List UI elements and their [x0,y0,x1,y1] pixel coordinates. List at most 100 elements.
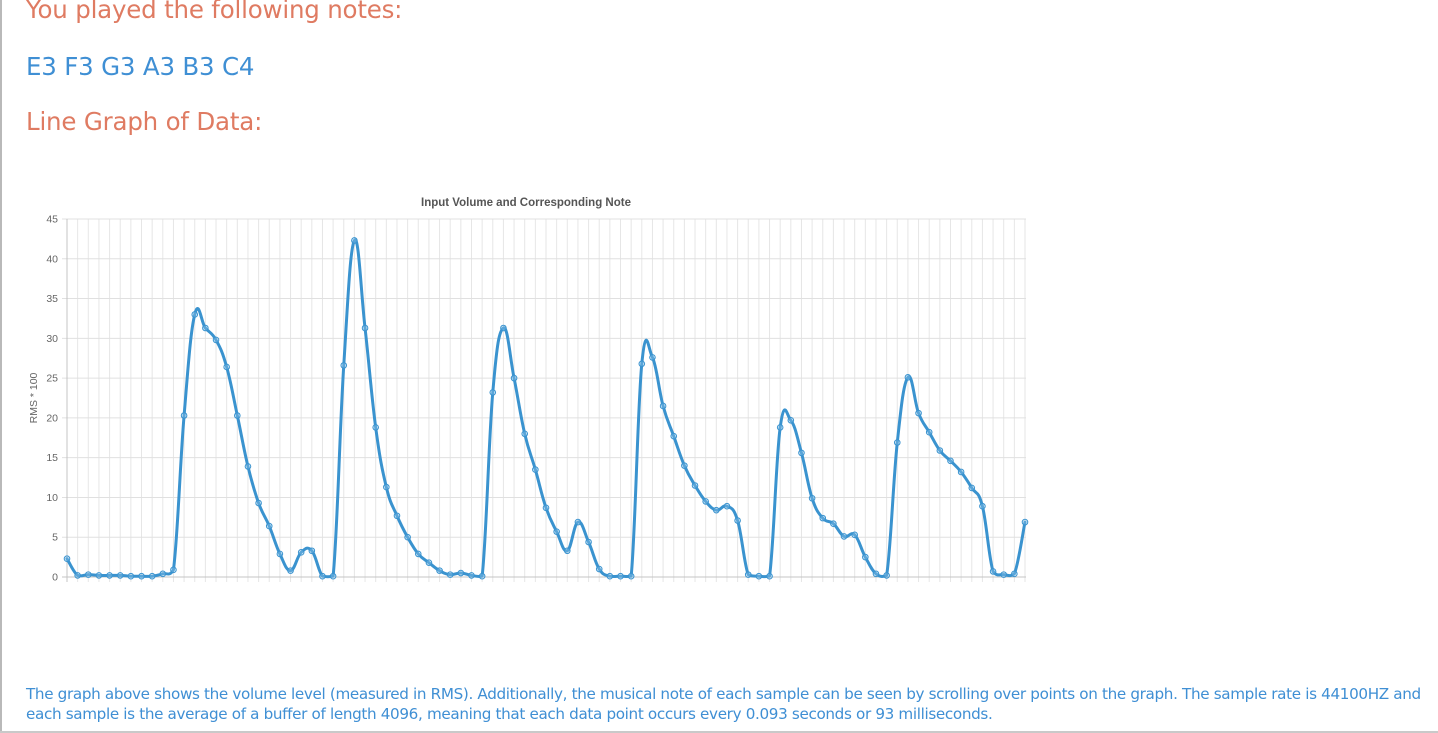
data-point[interactable] [893,439,901,446]
data-point[interactable] [468,572,475,579]
data-point[interactable] [532,466,539,473]
data-point[interactable] [734,517,741,524]
data-point[interactable] [617,572,624,580]
data-point[interactable] [148,572,156,580]
data-point[interactable] [766,572,773,580]
data-point[interactable] [212,336,220,344]
data-point[interactable] [574,518,582,526]
data-point[interactable] [255,499,262,507]
data-point[interactable] [436,567,443,574]
data-point[interactable] [308,547,316,555]
data-point[interactable] [755,572,763,580]
data-point[interactable] [936,447,944,454]
data-point[interactable] [500,324,507,332]
data-point[interactable] [713,506,720,514]
data-point[interactable] [595,565,603,573]
data-point[interactable] [787,416,795,424]
data-point[interactable] [329,572,337,580]
data-point[interactable] [638,360,646,368]
data-point[interactable] [340,362,348,369]
data-point[interactable] [904,374,912,381]
data-point[interactable] [63,555,71,563]
data-point[interactable] [510,374,518,382]
data-point[interactable] [276,550,284,558]
data-point[interactable] [404,533,411,541]
data-point[interactable] [563,547,571,555]
data-point[interactable] [872,570,880,578]
data-point[interactable] [159,570,167,578]
volume-line-chart[interactable]: Input Volume and Corresponding Note RMS … [0,180,1040,600]
y-tick-label: 30 [46,333,58,345]
data-point[interactable] [457,569,465,577]
data-point[interactable] [234,412,241,419]
data-point[interactable] [808,494,816,502]
data-point[interactable] [84,571,92,578]
data-point[interactable] [170,566,177,574]
data-point[interactable] [681,462,688,469]
data-point[interactable] [425,559,433,566]
data-point[interactable] [862,553,869,561]
y-axis-title: RMS * 100 [28,372,40,423]
data-point[interactable] [1021,518,1029,526]
data-point[interactable] [819,514,827,522]
played-notes-list: E3 F3 G3 A3 B3 C4 [26,52,255,81]
data-point[interactable] [691,482,699,489]
data-point[interactable] [191,311,199,318]
data-point[interactable] [351,237,358,244]
data-point[interactable] [74,572,81,579]
data-point[interactable] [1000,571,1008,578]
data-point[interactable] [478,572,486,580]
data-point[interactable] [223,363,230,371]
data-point[interactable] [553,528,560,535]
data-point[interactable] [297,549,305,556]
data-point[interactable] [925,428,933,436]
data-point[interactable] [606,572,614,580]
data-point[interactable] [744,571,752,578]
data-point[interactable] [989,568,997,575]
data-point[interactable] [180,412,188,419]
data-point[interactable] [116,572,124,579]
y-tick-label: 5 [52,532,58,544]
window-left-edge [0,0,2,733]
data-point[interactable] [265,522,273,530]
data-point[interactable] [244,463,252,470]
data-point[interactable] [659,402,667,410]
data-point[interactable] [840,533,848,540]
data-point[interactable] [957,468,965,476]
data-point[interactable] [627,572,635,580]
data-point[interactable] [830,520,837,527]
data-point[interactable] [393,512,401,520]
data-point[interactable] [968,484,976,492]
data-point[interactable] [446,571,454,578]
data-point[interactable] [851,531,858,539]
data-point[interactable] [649,354,656,361]
data-point[interactable] [947,457,954,465]
y-tick-label: 25 [46,373,58,385]
data-point[interactable] [702,498,709,505]
data-point[interactable] [521,430,529,438]
data-point[interactable] [202,324,209,332]
data-point[interactable] [106,572,113,579]
data-point[interactable] [287,567,294,574]
data-point[interactable] [776,424,784,431]
data-point[interactable] [915,409,922,417]
data-point[interactable] [138,572,145,580]
data-point[interactable] [798,449,805,457]
data-point[interactable] [585,538,592,546]
data-point[interactable] [127,572,135,580]
data-point[interactable] [489,389,497,396]
data-point[interactable] [979,502,986,510]
data-point[interactable] [95,572,103,579]
data-point[interactable] [383,483,390,491]
data-point[interactable] [542,504,550,512]
data-point[interactable] [670,432,678,440]
data-point[interactable] [1011,570,1018,578]
data-point[interactable] [361,324,369,332]
data-point[interactable] [883,572,890,579]
data-point[interactable] [372,424,379,431]
data-point[interactable] [723,502,731,510]
data-point[interactable] [319,572,326,580]
volume-series-points[interactable] [63,237,1029,580]
data-point[interactable] [414,550,422,558]
y-tick-label: 15 [46,452,58,464]
